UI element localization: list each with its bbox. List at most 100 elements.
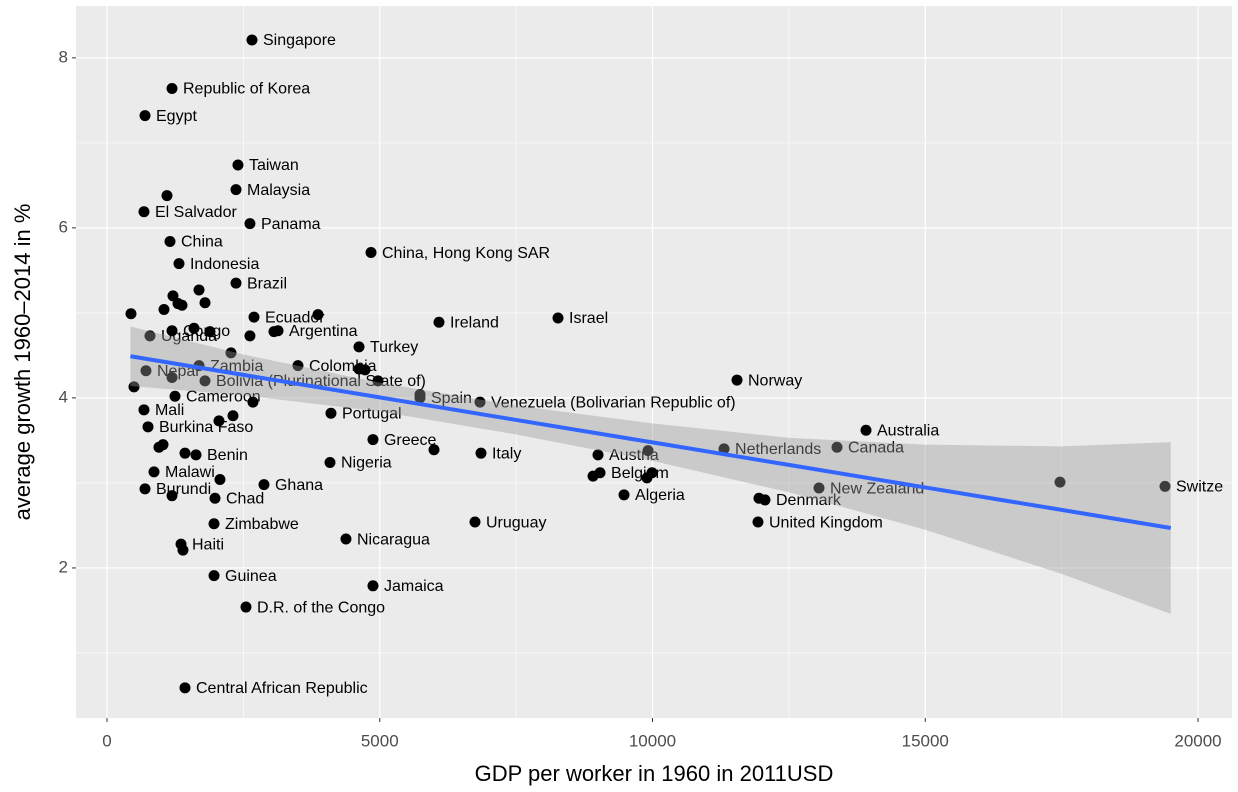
x-tick-label: 20000 xyxy=(1174,731,1221,750)
point xyxy=(188,322,200,334)
point xyxy=(179,447,191,459)
point xyxy=(340,533,352,545)
point xyxy=(367,434,379,446)
point-label: Nicaragua xyxy=(357,531,430,548)
point xyxy=(475,447,487,459)
point-label: Benin xyxy=(207,447,248,464)
point xyxy=(173,258,185,270)
point-label: Panama xyxy=(261,216,321,233)
point xyxy=(592,449,604,461)
point xyxy=(213,415,225,427)
point xyxy=(367,580,379,592)
point-label: Spain xyxy=(431,390,472,407)
point-label: Switze xyxy=(1176,479,1223,496)
point-label: Jamaica xyxy=(384,578,444,595)
point xyxy=(230,184,242,196)
point xyxy=(587,470,599,482)
point xyxy=(641,472,653,484)
point xyxy=(179,682,191,694)
axes: 0 5000 10000 15000 20000 2 4 6 8 xyxy=(59,47,1222,750)
grid xyxy=(76,6,1232,718)
point-label: Norway xyxy=(748,372,802,389)
point-label: Italy xyxy=(492,445,521,462)
point xyxy=(208,518,220,530)
point-label: Nigeria xyxy=(341,455,392,472)
point xyxy=(268,326,280,338)
point-label: China, Hong Kong SAR xyxy=(382,245,550,262)
point xyxy=(618,489,630,501)
point-label: Cameroon xyxy=(186,388,261,405)
point xyxy=(140,365,152,377)
point-label: Egypt xyxy=(156,108,197,125)
point xyxy=(157,439,169,451)
point xyxy=(166,325,178,337)
point xyxy=(164,235,176,247)
point xyxy=(753,492,765,504)
point-label: United Kingdom xyxy=(769,514,883,531)
point xyxy=(232,159,244,171)
point xyxy=(731,374,743,386)
point-label: Republic of Korea xyxy=(183,81,310,98)
point-label: El Salvador xyxy=(155,204,237,221)
point xyxy=(125,308,137,320)
point xyxy=(474,396,486,408)
x-tick-label: 5000 xyxy=(361,731,399,750)
point xyxy=(240,601,252,613)
point-label: Burundi xyxy=(156,481,211,498)
point-label: Brazil xyxy=(247,275,287,292)
point xyxy=(230,277,242,289)
point xyxy=(148,466,160,478)
point xyxy=(209,492,221,504)
point-label: Argentina xyxy=(289,323,358,340)
point-label: Chad xyxy=(226,490,264,507)
point-label: Israel xyxy=(569,310,608,327)
point xyxy=(312,309,324,321)
y-tick-label: 8 xyxy=(59,47,68,66)
point xyxy=(144,330,156,342)
trend-line xyxy=(130,354,1172,530)
point-label: Singapore xyxy=(263,32,336,49)
x-axis-title: GDP per worker in 1960 in 2011USD xyxy=(475,761,834,786)
point xyxy=(433,316,445,328)
point xyxy=(166,490,178,502)
point-label: Taiwan xyxy=(249,157,299,174)
point-label: Denmark xyxy=(776,492,842,509)
x-tick-label: 10000 xyxy=(629,731,676,750)
point xyxy=(244,218,256,230)
point xyxy=(246,34,258,46)
point-label: Canada xyxy=(848,439,904,456)
point xyxy=(138,206,150,218)
x-tick-label: 0 xyxy=(102,731,111,750)
point xyxy=(752,516,764,528)
y-tick-label: 6 xyxy=(59,217,68,236)
point xyxy=(166,82,178,94)
point-label: Venezuela (Bolivarian Republic of) xyxy=(491,394,736,411)
point xyxy=(469,516,481,528)
point-label: Turkey xyxy=(370,339,418,356)
point xyxy=(208,570,220,582)
point-label: Australia xyxy=(877,422,939,439)
point xyxy=(158,304,170,316)
point xyxy=(166,372,178,384)
y-axis-title: average growth 1960–2014 in % xyxy=(10,204,35,521)
point-label: Indonesia xyxy=(190,256,259,273)
panel xyxy=(76,6,1232,718)
point-label: Central African Republic xyxy=(196,680,368,697)
point xyxy=(193,284,205,296)
point xyxy=(1054,476,1066,488)
point xyxy=(813,482,825,494)
x-tick-label: 15000 xyxy=(902,731,949,750)
point xyxy=(199,375,211,387)
point xyxy=(227,410,239,422)
point-label: Malaysia xyxy=(247,182,310,199)
point xyxy=(161,190,173,202)
point-label: Belgium xyxy=(611,465,669,482)
point-label: Mali xyxy=(155,402,184,419)
point-label: Zimbabwe xyxy=(225,516,299,533)
point xyxy=(190,449,202,461)
point xyxy=(244,330,256,342)
point-label: Uganda xyxy=(161,328,217,345)
point xyxy=(177,544,189,556)
y-tick-label: 2 xyxy=(59,557,68,576)
point-label: Uruguay xyxy=(486,514,546,531)
